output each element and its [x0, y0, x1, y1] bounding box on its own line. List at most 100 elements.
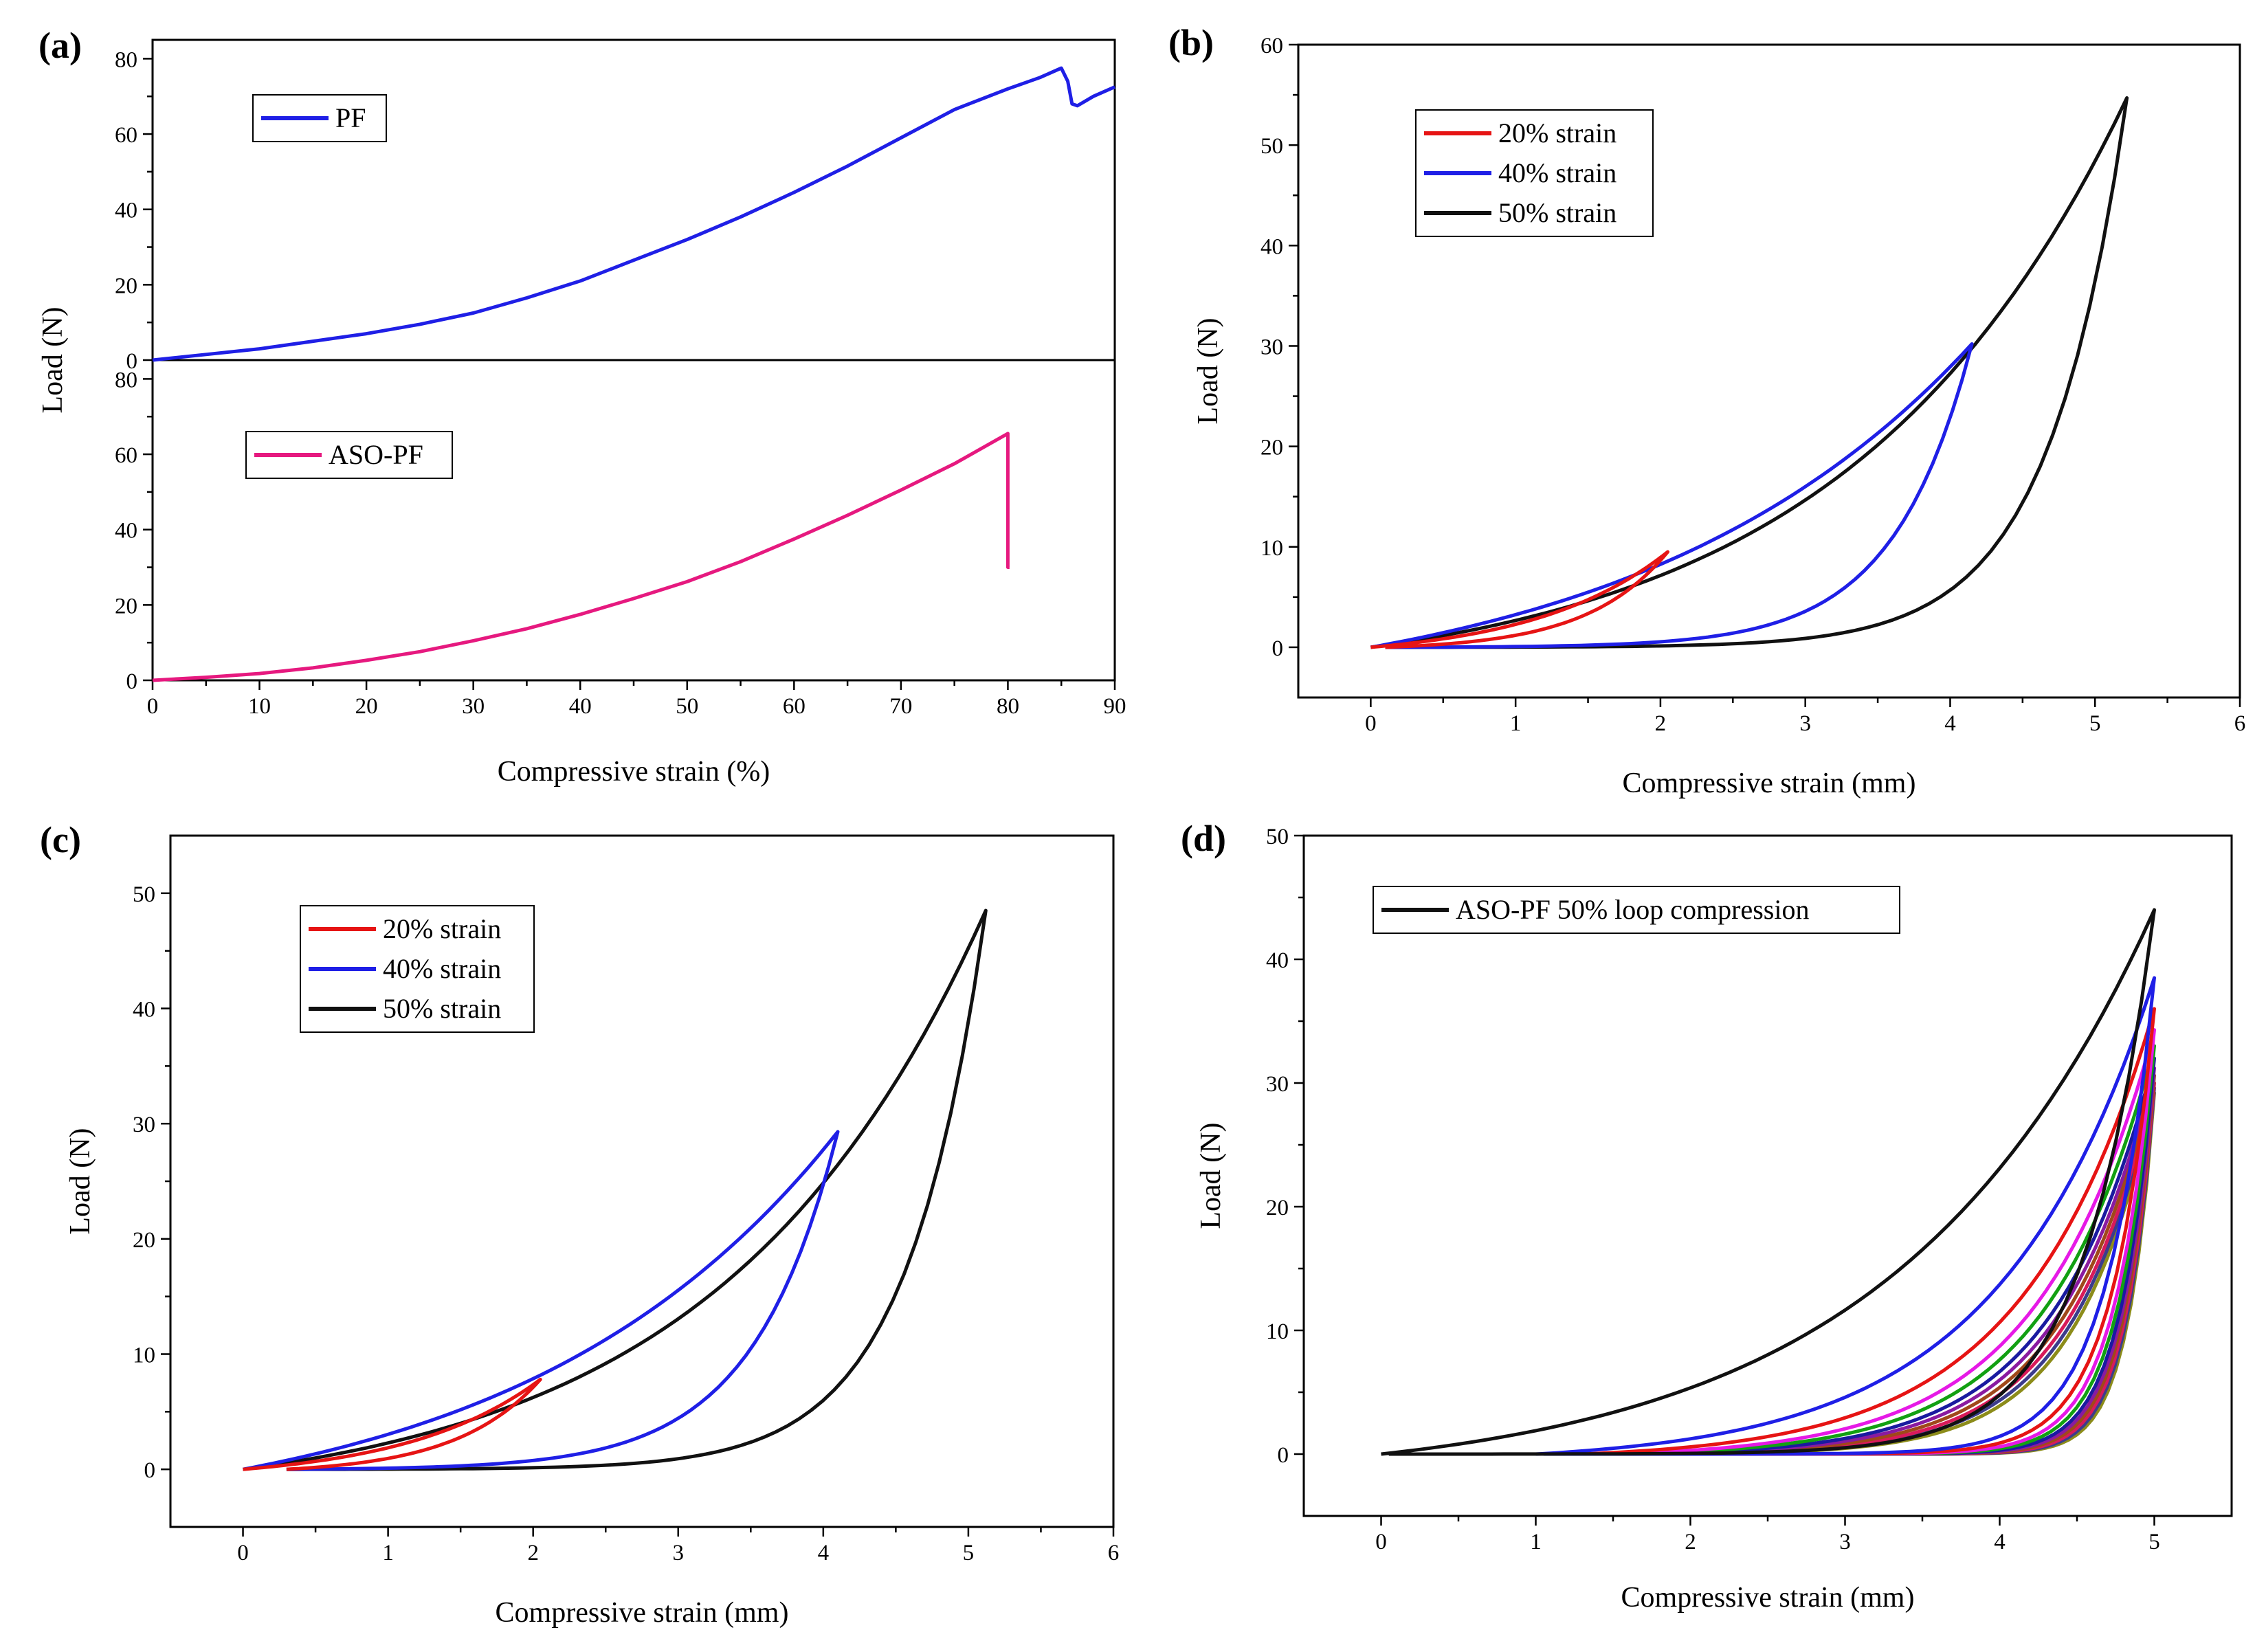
panel-c: 0 1 2 3 4 5 6 0 10 20 30 40 50 20% strain 40% strain 50… — [40, 819, 1119, 1629]
plot-frame — [1297, 43, 2241, 699]
y-axis-title: Load (N) — [37, 306, 69, 413]
x-axis-title: Compressive strain (mm) — [1621, 1582, 1915, 1614]
x-axis-title: Compressive strain (mm) — [1623, 768, 1916, 799]
x-tick-label: 4 — [1994, 1530, 2006, 1554]
x-tick-label: 30 — [462, 694, 485, 719]
y-tick-label: 20 — [133, 1228, 155, 1253]
y-tick-label: 40 — [133, 998, 155, 1023]
plot-frame — [151, 359, 1116, 682]
y-tick-label: 40 — [1266, 948, 1289, 973]
x-tick-label: 6 — [1108, 1541, 1120, 1565]
series-line-40-strain — [243, 1130, 840, 1471]
series-line-cycle-2 — [1535, 976, 2156, 1456]
y-tick-label: 60 — [115, 123, 137, 148]
x-tick-label: 5 — [963, 1541, 975, 1565]
y-tick-label: 40 — [115, 199, 137, 223]
y-tick-label: 0 — [1278, 1443, 1289, 1468]
y-tick-label: 0 — [126, 669, 138, 694]
x-tick-label: 70 — [889, 694, 912, 719]
y-tick-label: 0 — [1272, 636, 1284, 661]
y-tick-label: 50 — [133, 882, 155, 907]
y-tick-label: 20 — [1266, 1196, 1289, 1220]
y-tick-label: 20 — [115, 274, 137, 298]
y-tick-label: 30 — [1260, 335, 1283, 359]
series-line-50-strain — [243, 908, 988, 1471]
x-tick-label: 5 — [2148, 1530, 2160, 1554]
legend-label: ASO-PF 50% loop compression — [1456, 894, 1809, 925]
y-tick-label: 80 — [115, 368, 137, 392]
series-line-20-strain — [1370, 550, 1669, 649]
x-tick-label: 0 — [147, 694, 159, 719]
x-tick-label: 2 — [527, 1541, 539, 1565]
series-line-aso-pf — [152, 432, 1010, 682]
x-tick-label: 2 — [1655, 711, 1667, 736]
legend-label: 20% strain — [383, 913, 501, 944]
y-tick-label: 30 — [133, 1113, 155, 1137]
y-tick-label: 60 — [1260, 34, 1283, 58]
legend-label: 20% strain — [1498, 118, 1617, 148]
y-tick-label: 40 — [1260, 234, 1283, 259]
series-line-20-strain — [243, 1377, 542, 1471]
x-tick-label: 50 — [676, 694, 698, 719]
y-tick-label: 80 — [115, 47, 137, 72]
series-line-cycle-5 — [1628, 1044, 2156, 1456]
plot-frame — [151, 38, 1116, 361]
x-tick-label: 4 — [1944, 711, 1956, 736]
panel-label: (b) — [1168, 22, 1214, 63]
y-tick-label: 0 — [144, 1458, 156, 1483]
x-tick-label: 0 — [1375, 1530, 1387, 1554]
legend-label: ASO-PF — [329, 439, 423, 470]
series-line-cycle-1 — [1381, 908, 2156, 1456]
x-tick-label: 80 — [997, 694, 1019, 719]
panel-label: (a) — [38, 25, 82, 66]
y-tick-label: 10 — [1266, 1319, 1289, 1344]
x-tick-label: 3 — [1799, 711, 1811, 736]
x-tick-label: 1 — [382, 1541, 394, 1565]
x-tick-label: 5 — [2089, 711, 2101, 736]
x-tick-label: 0 — [1365, 711, 1377, 736]
panel-label: (c) — [40, 819, 81, 860]
y-tick-label: 30 — [1266, 1072, 1289, 1097]
y-tick-label: 40 — [115, 519, 137, 544]
y-tick-label: 50 — [1260, 134, 1283, 159]
x-tick-label: 3 — [673, 1541, 685, 1565]
legend-label: 40% strain — [383, 953, 501, 984]
x-tick-label: 4 — [818, 1541, 830, 1565]
y-tick-label: 10 — [133, 1343, 155, 1368]
x-tick-label: 60 — [783, 694, 806, 719]
y-axis-title: Load (N) — [1195, 1122, 1227, 1229]
y-tick-label: 50 — [1266, 825, 1289, 849]
panel-label: (d) — [1181, 818, 1226, 859]
x-axis-title: Compressive strain (%) — [498, 756, 770, 788]
y-axis-title: Load (N) — [1192, 317, 1224, 424]
y-tick-label: 20 — [1260, 436, 1283, 460]
x-tick-label: 6 — [2234, 711, 2246, 736]
x-tick-label: 1 — [1510, 711, 1522, 736]
legend-label: 50% strain — [1498, 197, 1617, 228]
x-tick-label: 2 — [1685, 1530, 1696, 1554]
x-tick-label: 40 — [569, 694, 592, 719]
y-tick-label: 20 — [115, 594, 137, 618]
x-tick-label: 1 — [1530, 1530, 1542, 1554]
x-tick-label: 3 — [1839, 1530, 1851, 1554]
x-tick-label: 90 — [1104, 694, 1126, 719]
legend-label: PF — [335, 102, 366, 133]
legend-label: 40% strain — [1498, 157, 1617, 188]
y-tick-label: 60 — [115, 443, 137, 468]
x-tick-label: 20 — [355, 694, 378, 719]
series-line-50-strain — [1370, 96, 2129, 649]
series-line-40-strain — [1370, 342, 1974, 649]
legend-label: 50% strain — [383, 993, 501, 1024]
y-tick-label: 10 — [1260, 536, 1283, 561]
x-tick-label: 10 — [248, 694, 271, 719]
x-tick-label: 0 — [237, 1541, 249, 1565]
series-line-pf — [152, 66, 1116, 362]
legend-box — [1415, 109, 1654, 237]
x-axis-title: Compressive strain (mm) — [496, 1597, 789, 1629]
legend-box — [1373, 886, 1900, 934]
y-tick-label: 0 — [126, 349, 138, 374]
